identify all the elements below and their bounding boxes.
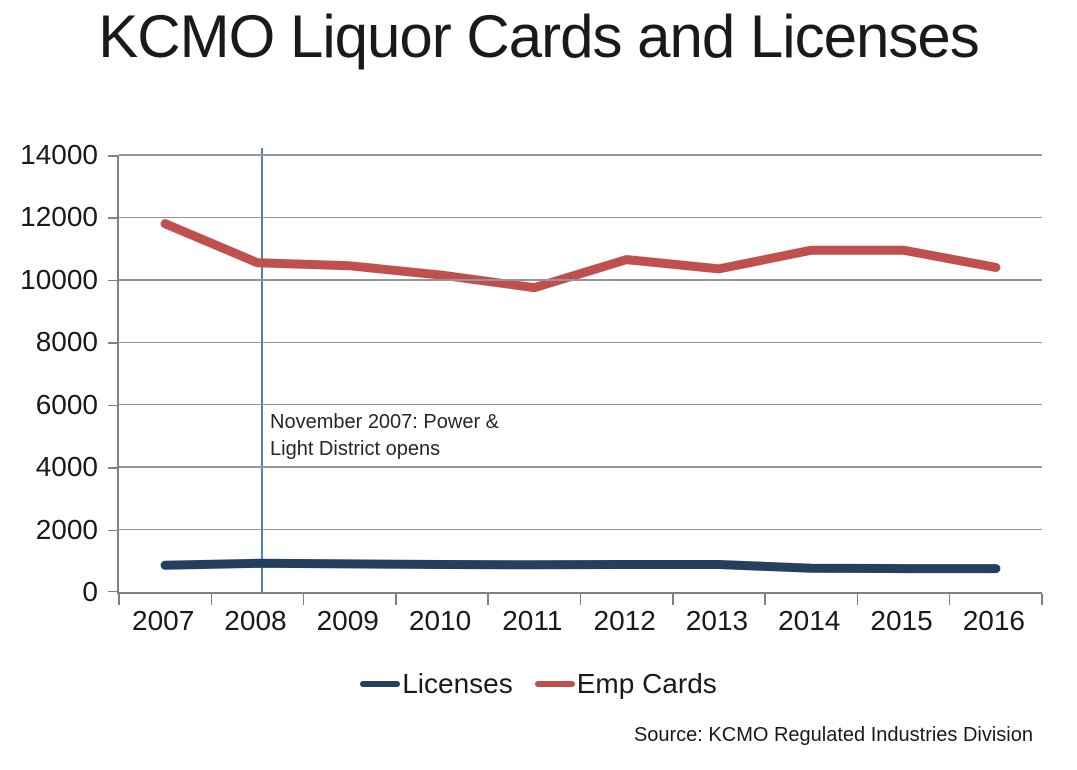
licenses-line-swatch (360, 681, 401, 687)
y-axis-tick (108, 529, 119, 532)
y-axis-tick (108, 217, 119, 219)
y-axis-tick-label: 6000 (35, 388, 98, 420)
x-axis-tick (579, 594, 582, 605)
x-axis-tick (210, 594, 213, 605)
y-axis-tick (108, 155, 119, 157)
y-axis-tick (108, 467, 119, 469)
licenses-legend-label: Licenses (402, 668, 513, 699)
x-axis-tick-label: 2010 (408, 605, 472, 636)
line-series-plot (160, 219, 1001, 574)
series-line-emp-cards (160, 219, 1001, 293)
y-axis-tick (108, 342, 119, 344)
y-axis-tick-label: 14000 (20, 139, 98, 170)
y-axis-tick (108, 404, 119, 407)
x-axis-tick (487, 594, 489, 605)
x-axis-tick-label: 2007 (132, 605, 195, 636)
emp-cards-line-swatch (534, 681, 575, 687)
gridline (119, 279, 1042, 281)
y-axis-tick-label: 12000 (20, 201, 98, 233)
x-axis-tick-label: 2016 (962, 605, 1025, 636)
series-line-licenses (160, 558, 1001, 574)
x-axis-tick-label: 2013 (685, 605, 749, 636)
gridline (119, 466, 1042, 468)
y-axis-tick-label: 2000 (35, 513, 98, 545)
legend-item-licenses: Licenses (360, 668, 513, 700)
x-axis-tick-label: 2008 (224, 605, 287, 636)
gridline (119, 154, 1042, 156)
x-axis-tick (302, 594, 305, 605)
y-axis-tick (108, 590, 119, 592)
gridline (119, 341, 1042, 344)
annotation-text: November 2007: Power & Light District op… (270, 411, 500, 460)
x-axis-tick (395, 594, 397, 605)
chart-title: KCMO Liquor Cards and Licenses (98, 3, 979, 70)
x-axis-tick-label: 2009 (316, 605, 379, 636)
legend-item-emp-cards: Emp Cards (534, 668, 717, 700)
x-axis-tick-label: 2015 (870, 605, 933, 636)
gridline (119, 528, 1042, 531)
y-axis-tick-label: 4000 (35, 451, 98, 483)
y-axis-tick-label: 0 (82, 576, 98, 607)
x-axis-tick-label: 2014 (778, 605, 841, 636)
x-axis-tick (764, 594, 766, 605)
x-axis-tick-label: 2012 (593, 605, 656, 636)
plot-area: November 2007: Power & Light District op… (108, 148, 1043, 605)
x-axis-tick (948, 594, 951, 605)
x-axis-tick (1041, 594, 1043, 605)
legend: Licenses Emp Cards (0, 668, 1077, 700)
emp-cards-legend-label: Emp Cards (576, 668, 717, 699)
y-axis-tick-label: 8000 (35, 326, 98, 358)
y-axis-tick (108, 279, 119, 282)
y-axis-tick-label: 10000 (20, 263, 98, 295)
x-axis-tick (118, 594, 120, 605)
x-axis-tick (856, 594, 859, 605)
gridline (119, 216, 1042, 219)
x-axis-tick-label: 2011 (502, 605, 563, 636)
source-credit: Source: KCMO Regulated Industries Divisi… (633, 724, 1033, 746)
x-axis-tick (672, 594, 674, 605)
gridline (119, 403, 1042, 406)
event-marker-line (261, 148, 264, 592)
